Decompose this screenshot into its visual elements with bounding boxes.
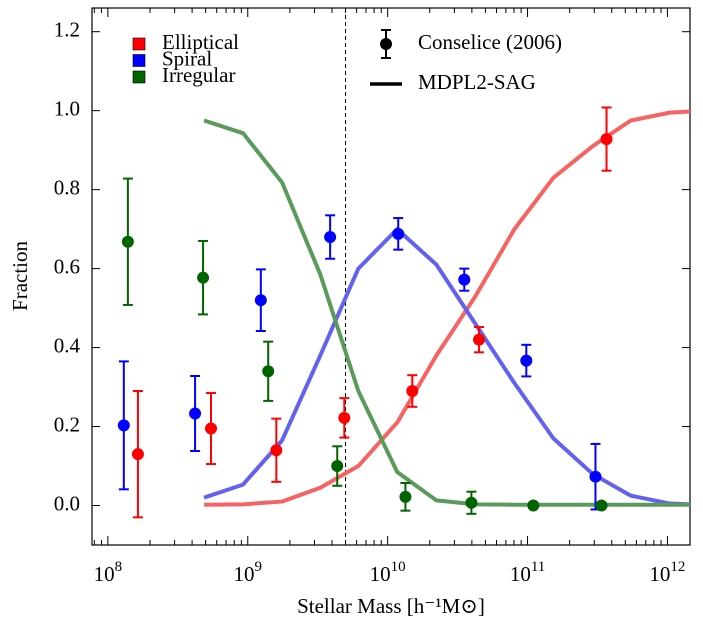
legend-swatch (132, 37, 146, 51)
data-point (595, 499, 608, 512)
x-tick-label: 108 (94, 559, 123, 585)
x-tick-label: 1010 (370, 559, 406, 585)
data-point (520, 354, 533, 367)
model-line (204, 109, 690, 507)
data-point (338, 411, 351, 424)
x-tick-label: 1011 (510, 559, 545, 585)
legend-label: Irregular (162, 63, 235, 87)
y-tick-label: 1.0 (54, 96, 80, 120)
data-point (254, 294, 267, 307)
legend-label: Elliptical (162, 30, 239, 54)
data-point (458, 273, 471, 286)
model-line (203, 118, 690, 507)
x-tick-label: 1012 (649, 559, 685, 585)
y-tick-label: 0.6 (54, 254, 80, 278)
legend-point (380, 38, 392, 50)
data-point (121, 235, 134, 248)
y-tick-label: 0.0 (54, 491, 80, 515)
data-point (392, 227, 405, 240)
data-point (589, 470, 602, 483)
y-axis-label: Fraction (8, 241, 32, 311)
model-line (203, 227, 690, 507)
data-point (117, 419, 130, 432)
data-point (527, 499, 540, 512)
data-point (189, 407, 202, 420)
data-point (197, 271, 210, 284)
y-tick-label: 0.4 (54, 333, 81, 357)
x-tick-label: 109 (234, 559, 263, 585)
data-point (131, 448, 144, 461)
data-point (331, 460, 344, 473)
plot-area (117, 106, 690, 519)
plot-frame (91, 7, 691, 546)
data-point (399, 490, 412, 503)
y-tick-label: 0.2 (54, 412, 80, 436)
legend-label: MDPL2-SAG (418, 70, 536, 94)
y-tick-label: 1.2 (54, 18, 80, 42)
y-tick-label: 0.8 (54, 175, 80, 199)
data-point (465, 496, 478, 509)
data-point (473, 333, 486, 346)
x-axis-label: Stellar Mass [h⁻¹M⊙] (297, 594, 485, 618)
legend-label: Conselice (2006) (418, 30, 562, 54)
data-point (270, 444, 283, 457)
data-point (262, 365, 275, 378)
legend-swatch (132, 70, 146, 84)
data-point (324, 231, 337, 244)
data-point (205, 422, 218, 435)
legend-label: Spiral (162, 46, 212, 70)
data-point (406, 385, 419, 398)
data-point (600, 133, 613, 146)
legend-swatch (132, 54, 146, 67)
